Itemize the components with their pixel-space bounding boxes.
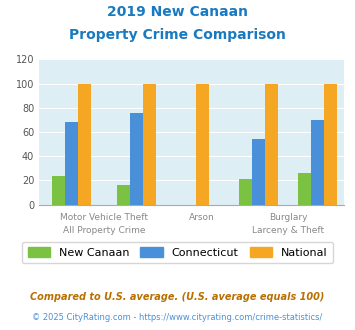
Bar — [78, 83, 91, 205]
Legend: New Canaan, Connecticut, National: New Canaan, Connecticut, National — [22, 242, 333, 263]
Bar — [117, 185, 130, 205]
Bar — [324, 83, 337, 205]
Bar — [130, 113, 143, 205]
Text: Motor Vehicle Theft: Motor Vehicle Theft — [60, 213, 148, 222]
Bar — [298, 173, 311, 205]
Bar — [65, 122, 78, 205]
Text: Compared to U.S. average. (U.S. average equals 100): Compared to U.S. average. (U.S. average … — [30, 292, 325, 302]
Text: Larceny & Theft: Larceny & Theft — [252, 226, 324, 235]
Bar — [239, 179, 252, 205]
Bar — [252, 139, 265, 205]
Text: 2019 New Canaan: 2019 New Canaan — [107, 5, 248, 19]
Bar — [311, 120, 324, 205]
Bar — [52, 176, 65, 205]
Text: Burglary: Burglary — [269, 213, 307, 222]
Text: © 2025 CityRating.com - https://www.cityrating.com/crime-statistics/: © 2025 CityRating.com - https://www.city… — [32, 314, 323, 322]
Text: Property Crime Comparison: Property Crime Comparison — [69, 28, 286, 42]
Bar — [143, 83, 157, 205]
Bar — [265, 83, 278, 205]
Text: All Property Crime: All Property Crime — [63, 226, 146, 235]
Bar — [196, 83, 209, 205]
Text: Arson: Arson — [189, 213, 215, 222]
